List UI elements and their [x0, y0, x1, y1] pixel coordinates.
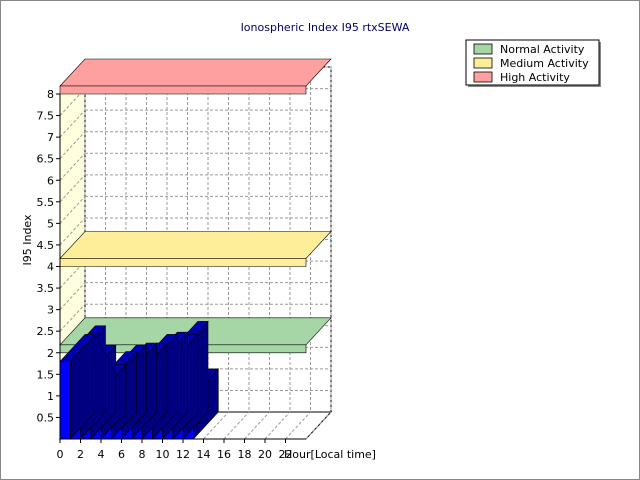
grid-line-x-floor: [244, 411, 270, 440]
x-tick-label: 16: [217, 448, 231, 461]
x-tick-label: 2: [77, 448, 84, 461]
y-tick-label: 5.5: [37, 196, 55, 209]
y-tick-labels: 0.5 1 1.5 2 2.5 3 3.5 4 4.5 5 5.5 6 6.5 7 7.5 8: [37, 88, 60, 424]
y-tick-label: 1.5: [37, 368, 55, 381]
grid-line-x-floor: [223, 411, 250, 440]
x-tick-labels: 0 2 4 6 8 10 12 14 16 18 20 22: [57, 439, 293, 461]
chart-title: Ionospheric Index I95 rtxSEWA: [241, 21, 410, 34]
bar: [59, 333, 96, 440]
y-tick-label: 7.5: [37, 110, 55, 123]
x-tick-label: 8: [139, 448, 146, 461]
grid-line-x-floor: [203, 411, 229, 440]
medium-activity-band-top: [59, 231, 332, 259]
x-axis-label: Hour[Local time]: [284, 448, 376, 461]
x-tick-label: 18: [238, 448, 252, 461]
x-tick-label: 4: [98, 448, 105, 461]
high-activity-band-front: [59, 85, 307, 95]
grid-line-y-wall: [59, 282, 86, 310]
x-tick-label: 0: [57, 448, 64, 461]
medium-activity-band-front: [59, 258, 307, 267]
legend-normal-activity-label: Normal Activity: [500, 43, 585, 56]
x-tick-label: 14: [197, 448, 211, 461]
legend-normal-activity-swatch: [473, 43, 493, 55]
legend-high-activity-label: High Activity: [500, 71, 570, 84]
y-tick-label: 6.5: [37, 153, 55, 166]
x-tick-label: 10: [156, 448, 170, 461]
grid-line-x-floor: [285, 411, 311, 440]
grid-line-x-floor: [305, 411, 332, 440]
grid-line-y-wall: [59, 196, 86, 224]
y-tick-label: 1: [47, 390, 54, 403]
bar-front: [59, 361, 71, 440]
y-tick-label: 7: [47, 131, 54, 144]
grid-line-y-wall: [59, 303, 86, 332]
x-tick-label: 6: [118, 448, 125, 461]
y-tick-label: 0.5: [37, 411, 55, 424]
high-activity-band-top: [59, 58, 332, 87]
x-tick-label: 12: [176, 448, 190, 461]
grid-line-y-wall: [59, 174, 86, 203]
y-tick-label: 2: [47, 347, 54, 360]
x-tick-label: 20: [258, 448, 272, 461]
legend-high-activity-swatch: [473, 71, 493, 83]
bars: [59, 320, 219, 440]
grid-line-y-wall: [59, 152, 86, 181]
y-tick-label: 3.5: [37, 282, 55, 295]
x-tick-label: 22: [279, 448, 293, 461]
y-tick-label: 4: [47, 261, 54, 274]
activity-bands: [59, 58, 332, 354]
y-tick-label: 8: [47, 88, 54, 101]
legend-medium-activity-swatch: [473, 57, 493, 69]
y-tick-label: 4.5: [37, 239, 55, 252]
y-tick-label: 6: [47, 174, 54, 187]
grid-line-y-wall: [59, 131, 86, 160]
legend-medium-activity-label: Medium Activity: [500, 57, 589, 70]
grid-line-x-floor: [264, 411, 291, 440]
grid-line-y-wall: [59, 217, 86, 246]
y-tick-label: 5: [47, 217, 54, 230]
y-tick-label: 3: [47, 304, 54, 317]
grid-line-y-wall: [59, 109, 86, 138]
y-tick-label: 2.5: [37, 325, 55, 338]
y-axis-label: I95 Index: [21, 214, 34, 266]
